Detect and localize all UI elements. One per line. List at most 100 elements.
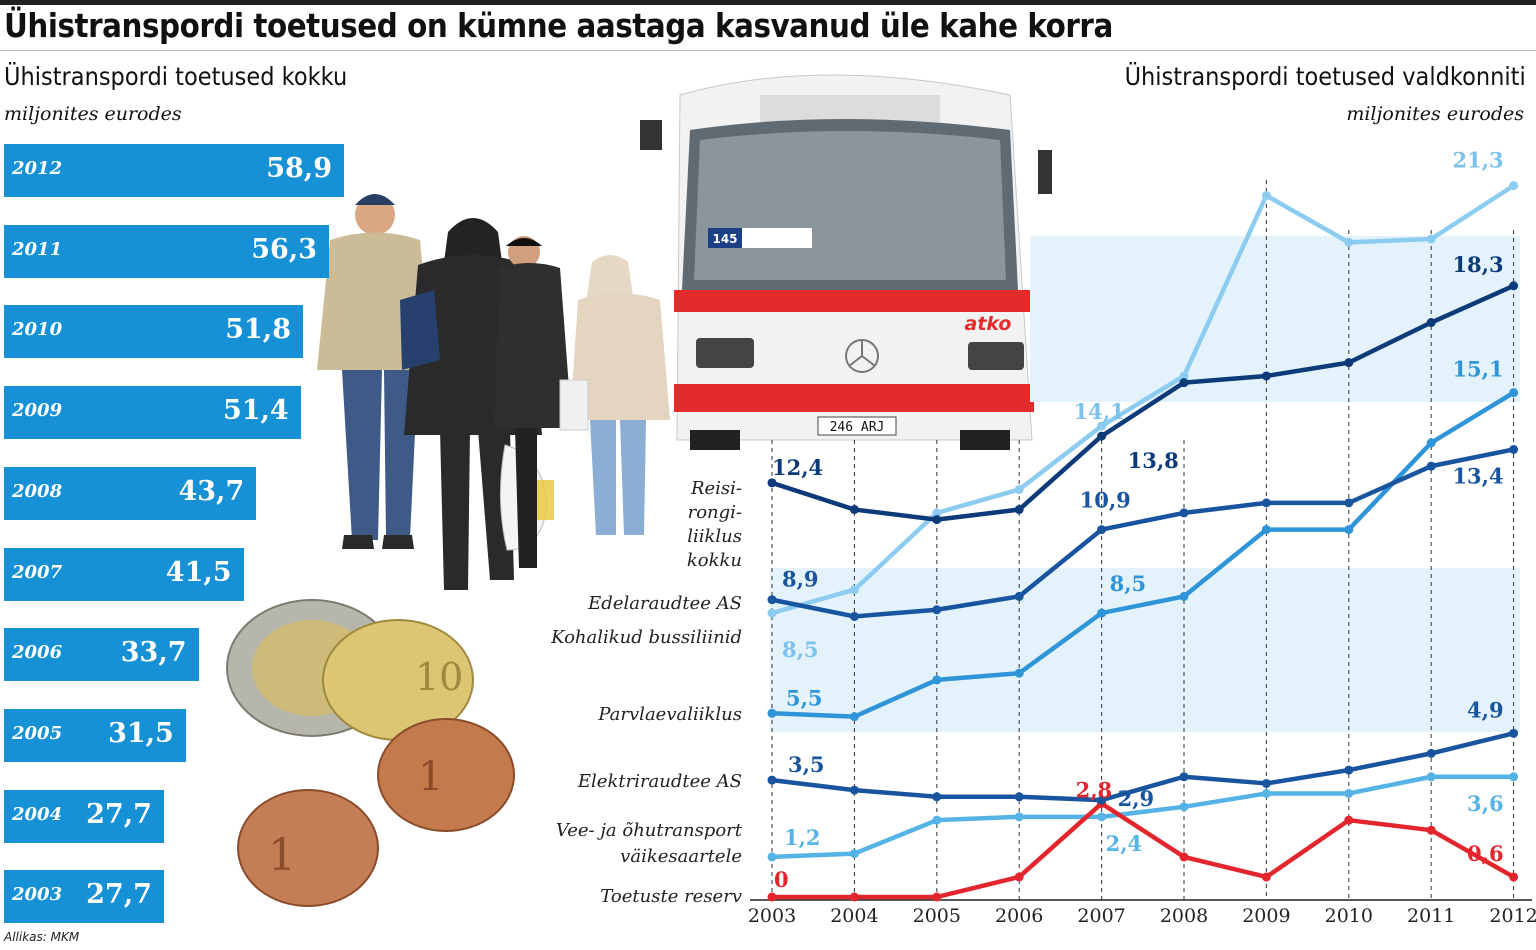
bus-illustration: 145 atko 246 ARJ: [640, 74, 1052, 450]
background-band: [1030, 236, 1520, 402]
bar-value-label: 58,9: [266, 153, 332, 184]
bar-2009: 2009 51,4: [4, 386, 301, 440]
data-point: [1097, 795, 1107, 805]
bar-value-label: 51,4: [222, 395, 289, 427]
data-point: [1179, 371, 1189, 381]
series-name-label: Elektriraudtee AS: [577, 771, 742, 792]
data-point: [849, 849, 859, 859]
bar-year-label: 2005: [12, 722, 63, 744]
data-point: [1014, 485, 1024, 495]
data-point: [767, 892, 777, 902]
data-label: 10,9: [1080, 488, 1131, 513]
data-point: [1179, 852, 1189, 862]
data-label: 2,9: [1118, 786, 1155, 811]
data-point: [1426, 748, 1436, 758]
data-point: [1509, 872, 1519, 882]
series-name-line: Reisi-: [690, 478, 742, 499]
bar-2008: 2008 43,7: [4, 466, 257, 520]
bar-value-label: 33,7: [120, 637, 187, 669]
data-point: [932, 675, 942, 685]
series-line-0: [769, 283, 1516, 522]
data-point: [1097, 812, 1107, 822]
data-point: [1426, 438, 1436, 448]
series-name-label: Reisi-rongi-liiklus kokku: [687, 478, 742, 571]
data-label: 0,6: [1467, 841, 1504, 866]
data-point: [1179, 378, 1189, 388]
data-point: [1261, 371, 1271, 381]
series-line-1: [769, 447, 1516, 619]
data-point: [767, 708, 777, 718]
data-point: [1344, 498, 1354, 508]
data-point: [1344, 525, 1354, 535]
background-band: [770, 568, 1520, 732]
people-illustration: [317, 194, 670, 590]
bar-value-label: 56,3: [251, 233, 317, 265]
data-point: [767, 595, 777, 605]
data-point: [932, 815, 942, 825]
title-divider: [0, 50, 1536, 51]
bar-year-label: 2008: [12, 480, 63, 502]
series-name-line: liiklus: [687, 526, 742, 547]
bar-value-label: 27,7: [86, 798, 152, 830]
data-point: [1097, 608, 1107, 618]
data-label: 5,5: [786, 685, 823, 710]
bar-year-label: 2011: [12, 238, 63, 260]
data-point: [1097, 421, 1107, 431]
data-label: 8,5: [782, 637, 819, 662]
data-point: [1014, 792, 1024, 802]
data-point: [1426, 318, 1436, 328]
x-tick-label: 2007: [1077, 905, 1125, 927]
data-point: [849, 585, 859, 595]
x-tick-label: 2009: [1242, 905, 1290, 927]
data-label: 18,3: [1452, 252, 1503, 277]
series-name-label: Vee- ja õhutransport väikesaartele: [556, 820, 743, 867]
bar-2007: 2007 41,5: [4, 547, 244, 601]
left-chart-unit: miljonites eurodes: [4, 103, 182, 125]
data-point: [1014, 812, 1024, 822]
data-point: [1097, 431, 1107, 441]
data-point: [1179, 508, 1189, 518]
x-tick-label: 2008: [1160, 905, 1208, 927]
page-title: Ühistranspordi toetused on kümne aastaga…: [4, 6, 1113, 45]
data-point: [1014, 591, 1024, 601]
data-label: 1,2: [784, 825, 821, 850]
series-line-4: [769, 731, 1516, 803]
source-note: Allikas: MKM: [4, 930, 80, 944]
coins-illustration: 10 1 1: [226, 599, 515, 907]
data-point: [1261, 788, 1271, 798]
bar-value-label: 41,5: [165, 556, 232, 588]
data-label: 13,4: [1452, 463, 1503, 488]
data-point: [1014, 505, 1024, 515]
x-tick-label: 2006: [995, 905, 1043, 927]
data-label: 0: [774, 867, 789, 892]
bar-year-label: 2004: [12, 803, 63, 825]
data-point: [1509, 772, 1519, 782]
bus-license-plate: 246 ARJ: [830, 420, 885, 435]
bar-value-label: 51,8: [225, 314, 291, 346]
data-label: 4,9: [1467, 697, 1504, 722]
data-point: [1261, 498, 1271, 508]
bar-year-label: 2010: [12, 319, 63, 341]
data-point: [1426, 234, 1436, 244]
data-point: [1179, 772, 1189, 782]
series-name-line: kokku: [687, 550, 742, 571]
series-name-label: Toetuste reserv: [600, 886, 742, 907]
top-rule: [0, 0, 1536, 5]
series-name-line: rongi-: [688, 502, 742, 523]
bar-2011: 2011 56,3: [4, 224, 329, 278]
data-point: [1426, 825, 1436, 835]
data-point: [1426, 461, 1436, 471]
series-line-5: [769, 774, 1516, 860]
bar-value-label: 43,7: [178, 475, 245, 507]
data-point: [1344, 788, 1354, 798]
data-point: [932, 605, 942, 615]
series-name-line: Vee- ja õhutransport: [556, 820, 743, 841]
data-point: [849, 611, 859, 621]
data-point: [767, 478, 777, 488]
data-label: 12,4: [772, 455, 823, 480]
data-point: [932, 515, 942, 525]
data-point: [767, 608, 777, 618]
x-tick-label: 2010: [1325, 905, 1373, 927]
data-point: [767, 775, 777, 785]
